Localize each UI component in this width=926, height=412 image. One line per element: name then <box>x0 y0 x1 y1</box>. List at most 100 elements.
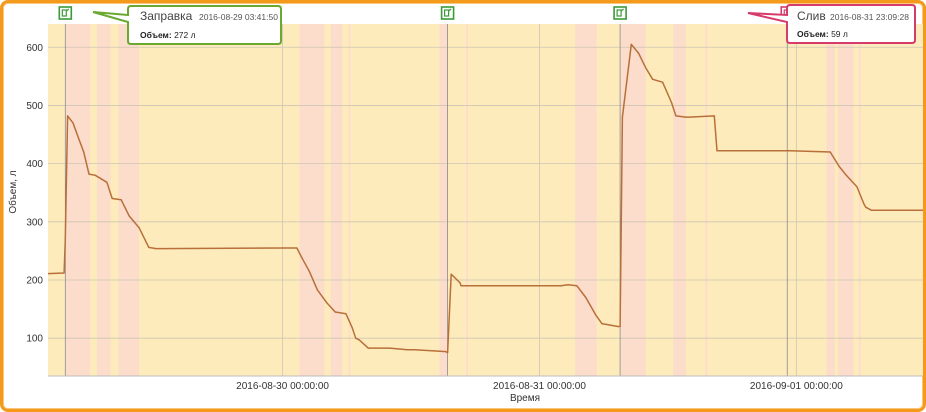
data-point <box>463 285 466 287</box>
stop-band <box>330 24 343 376</box>
data-point <box>652 78 654 80</box>
y-tick-label: 100 <box>26 334 43 345</box>
data-point <box>560 285 562 287</box>
data-point <box>77 136 79 139</box>
drain-tooltip-volume-label: Объем: <box>797 29 829 39</box>
data-point <box>863 203 865 205</box>
y-tick-labels: 100 200 300 400 500 600 <box>26 43 43 345</box>
data-point <box>138 227 140 229</box>
data-point <box>789 150 791 152</box>
refuel-tooltip-volume: Объем: 272 л <box>140 30 196 40</box>
stop-band <box>705 24 708 376</box>
marker-box <box>613 6 627 20</box>
plot-background <box>48 24 923 376</box>
data-point <box>601 323 603 325</box>
marker-box <box>58 6 73 20</box>
refuel-pump-icon <box>58 6 73 20</box>
data-point <box>308 270 310 272</box>
data-point <box>94 174 96 176</box>
stop-bands <box>65 24 861 376</box>
marker-glyph <box>61 9 67 17</box>
drain-tooltip-volume-value: 59 л <box>831 29 848 39</box>
data-point <box>355 337 357 339</box>
data-point <box>845 174 847 176</box>
data-point <box>446 352 449 354</box>
data-point <box>300 256 302 258</box>
data-point <box>460 285 462 287</box>
x-tick-label: 2016-09-01 00:00:00 <box>750 381 843 392</box>
data-point <box>685 116 687 118</box>
marker-nozzle <box>65 8 70 12</box>
drain-tooltip-time: 2016-08-31 23:09:28 <box>830 12 909 22</box>
data-point <box>479 285 482 287</box>
stop-band <box>466 24 469 376</box>
drain-tooltip: Слив 2016-08-31 23:09:28 Объем: 59 л <box>747 4 916 44</box>
data-point <box>838 165 840 168</box>
data-point <box>48 273 49 275</box>
data-point <box>106 181 108 183</box>
data-point <box>367 347 369 349</box>
data-point <box>619 325 621 328</box>
refuel-pump-icon <box>440 6 455 20</box>
marker-glyph <box>616 9 622 17</box>
refuel-tooltip-title: Заправка <box>140 9 193 23</box>
stop-band <box>97 24 111 376</box>
stop-band <box>620 24 646 376</box>
data-point <box>630 43 632 45</box>
data-point <box>585 296 587 299</box>
stop-band <box>673 24 686 376</box>
data-point <box>576 285 578 287</box>
data-point <box>645 67 647 69</box>
data-point <box>450 273 452 275</box>
drain-tooltip-volume: Объем: 59 л <box>797 29 848 39</box>
data-point <box>72 122 74 124</box>
data-point <box>334 311 336 313</box>
refuel-pump-icon <box>613 6 627 20</box>
data-point <box>554 285 556 287</box>
data-point <box>716 150 718 152</box>
fuel-volume-line <box>48 43 923 354</box>
data-point <box>595 314 597 316</box>
data-point <box>870 209 872 211</box>
data-point <box>713 115 715 117</box>
data-point <box>128 215 130 217</box>
data-point <box>413 349 416 351</box>
y-axis-title: Объем, л <box>7 170 19 213</box>
data-point <box>637 52 640 54</box>
data-point <box>83 151 85 153</box>
data-point <box>621 116 624 118</box>
stop-band <box>838 24 854 376</box>
y-tick-label: 600 <box>26 43 43 54</box>
data-point <box>148 246 150 249</box>
x-tick-label: 2016-08-31 00:00:00 <box>493 381 586 392</box>
stop-band <box>858 24 861 376</box>
data-point <box>120 199 122 201</box>
stop-band <box>299 24 325 376</box>
data-point <box>567 284 569 286</box>
y-tick-label: 200 <box>26 276 43 287</box>
stop-band <box>575 24 597 376</box>
data-point <box>406 349 409 351</box>
marker-glyph <box>443 9 450 17</box>
data-point <box>351 327 353 329</box>
marker-nozzle <box>448 8 452 12</box>
data-point <box>617 325 619 328</box>
refuel-tooltip-box <box>92 5 282 45</box>
drain-tooltip-title: Слив <box>797 9 826 23</box>
data-point <box>445 350 447 353</box>
data-point <box>88 173 90 175</box>
data-point <box>389 347 391 349</box>
data-point <box>435 350 437 352</box>
data-point <box>63 272 65 274</box>
refuel-tooltip: Заправка 2016-08-29 03:41:50 Объем: 272 … <box>92 5 282 45</box>
stop-band <box>348 24 351 376</box>
data-point <box>326 302 328 304</box>
marker-box <box>440 6 455 20</box>
refuel-tooltip-volume-label: Объем: <box>140 30 172 40</box>
data-point <box>358 339 360 341</box>
data-point <box>296 247 298 249</box>
grid-lines <box>48 24 923 376</box>
data-point <box>155 247 157 250</box>
data-point <box>281 247 284 249</box>
